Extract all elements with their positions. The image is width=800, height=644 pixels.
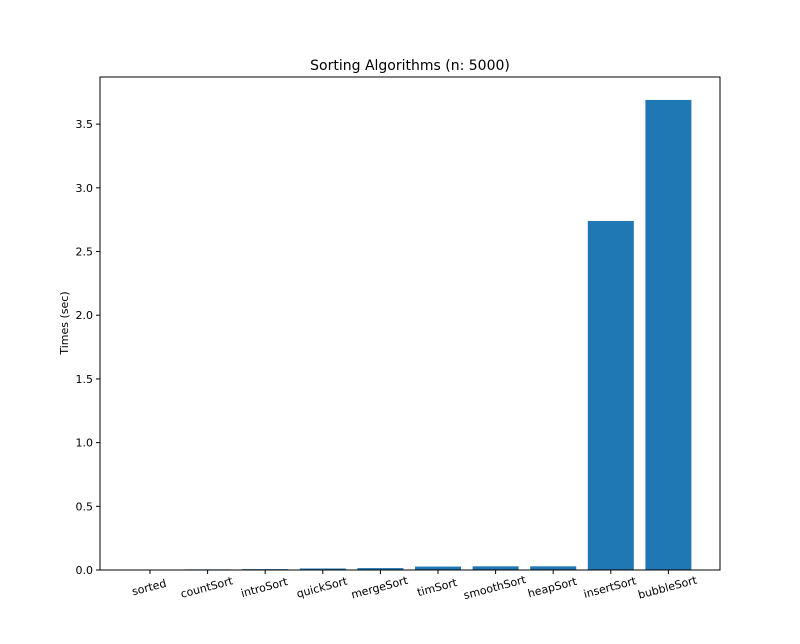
x-tick-label: timSort: [416, 576, 459, 599]
x-tick-label: quickSort: [295, 574, 349, 600]
bars-layer: [127, 100, 691, 570]
x-tick-label: introSort: [239, 575, 289, 600]
bar-bubbleSort: [645, 100, 691, 570]
y-tick-label: 0.0: [76, 564, 94, 577]
bar-heapSort: [530, 566, 576, 570]
bar-timSort: [415, 567, 461, 570]
x-tick-label: countSort: [179, 574, 235, 601]
y-axis-label: Times (sec): [58, 291, 71, 355]
chart-title: Sorting Algorithms (n: 5000): [310, 58, 510, 74]
x-tick-label: insertSort: [582, 574, 638, 601]
y-tick-label: 2.5: [76, 246, 94, 259]
x-tick-label: smoothSort: [462, 573, 528, 602]
x-tick-label: sorted: [130, 577, 167, 599]
x-tick-label: bubbleSort: [637, 573, 699, 601]
x-tick-label: mergeSort: [350, 574, 410, 602]
y-tick-label: 1.5: [76, 373, 94, 386]
y-tick-label: 0.5: [76, 500, 94, 513]
y-tick-label: 2.0: [76, 309, 94, 322]
x-tick-label: heapSort: [526, 575, 578, 601]
y-tick-label: 3.5: [76, 118, 94, 131]
bar-insertSort: [588, 221, 634, 570]
bar-smoothSort: [473, 566, 519, 570]
y-tick-label: 1.0: [76, 437, 94, 450]
y-tick-label: 3.0: [76, 182, 94, 195]
